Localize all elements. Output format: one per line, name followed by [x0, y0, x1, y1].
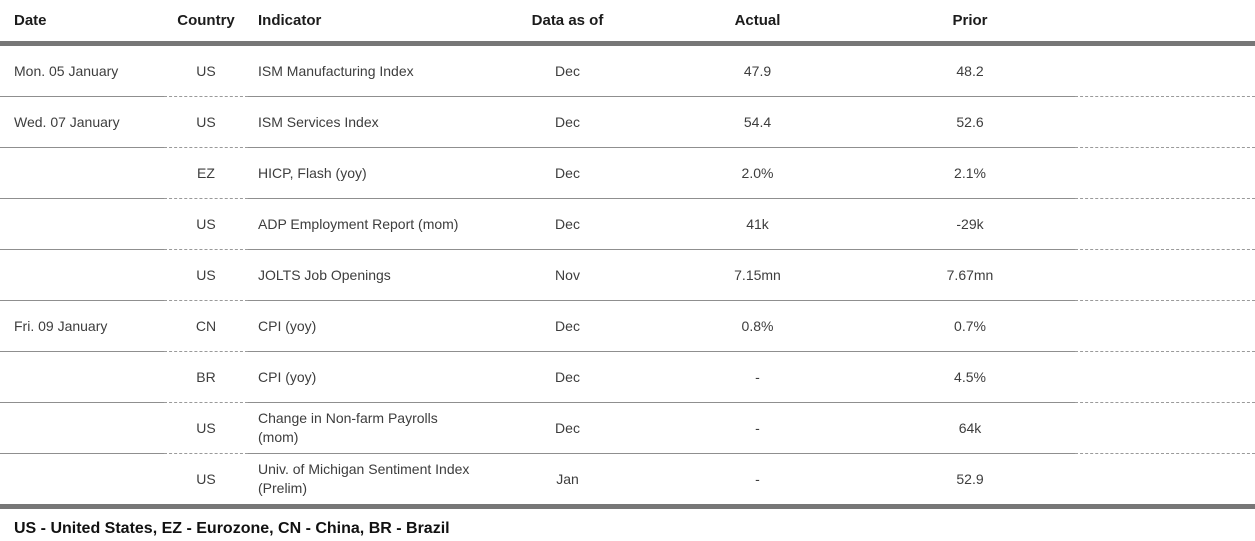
cell-spacer: [1075, 402, 1255, 454]
cell-date: [0, 454, 164, 505]
table-row: US JOLTS Job Openings Nov 7.15mn 7.67mn: [0, 249, 1255, 301]
cell-spacer: [1075, 96, 1255, 148]
cell-indicator: ADP Employment Report (mom): [248, 198, 485, 250]
cell-indicator: Change in Non-farm Payrolls (mom): [248, 402, 485, 454]
indicator-text: ADP Employment Report (mom): [258, 215, 459, 232]
economic-calendar-table: Date Country Indicator Data as of Actual…: [0, 0, 1255, 505]
table-row: EZ HICP, Flash (yoy) Dec 2.0% 2.1%: [0, 147, 1255, 199]
cell-indicator: ISM Services Index: [248, 96, 485, 148]
cell-spacer: [1075, 147, 1255, 199]
column-header-country: Country: [164, 0, 248, 46]
cell-actual: -: [755, 470, 760, 487]
cell-data-as-of: Dec: [485, 300, 650, 352]
table-row: US ADP Employment Report (mom) Dec 41k -…: [0, 198, 1255, 250]
table-header: Date Country Indicator Data as of Actual…: [0, 0, 1255, 46]
cell-actual: 2.0%: [650, 147, 865, 199]
cell-date: [0, 351, 164, 403]
cell-spacer: [1075, 43, 1255, 97]
indicator-text: JOLTS Job Openings: [258, 266, 391, 283]
cell-actual: -: [650, 402, 865, 454]
cell-prior: 64k: [865, 402, 1075, 454]
cell-spacer: [1075, 351, 1255, 403]
column-header-prior: Prior: [865, 0, 1075, 46]
cell-country: US: [164, 96, 248, 148]
cell-data-as-of: Dec: [485, 43, 650, 97]
cell-date: [0, 198, 164, 250]
indicator-text: CPI (yoy): [258, 317, 317, 334]
cell-prior: 2.1%: [865, 147, 1075, 199]
cell-actual: 0.8%: [650, 300, 865, 352]
cell-spacer: [1075, 454, 1255, 505]
cell-date: [0, 249, 164, 301]
column-header-spacer: [1075, 0, 1255, 46]
country-legend-footnote: US - United States, EZ - Eurozone, CN - …: [14, 520, 450, 537]
cell-date: Wed. 07 January: [0, 96, 164, 148]
cell-country: US: [164, 43, 248, 97]
indicator-text: Change in Non-farm Payrolls (mom): [258, 410, 438, 445]
cell-prior: 4.5%: [865, 351, 1075, 403]
cell-actual: 41k: [650, 198, 865, 250]
cell-indicator: JOLTS Job Openings: [248, 249, 485, 301]
cell-actual: 47.9: [650, 43, 865, 97]
cell-spacer: [1075, 198, 1255, 250]
cell-indicator: ISM Manufacturing Index: [248, 43, 485, 97]
table-row: US Univ. of Michigan Sentiment Index (Pr…: [0, 454, 1255, 505]
indicator-text: HICP, Flash (yoy): [258, 164, 367, 181]
column-header-actual: Actual: [650, 0, 865, 46]
cell-actual: 54.4: [650, 96, 865, 148]
cell-prior: 48.2: [865, 43, 1075, 97]
cell-date: Mon. 05 January: [0, 43, 164, 97]
cell-country: EZ: [164, 147, 248, 199]
cell-country: CN: [164, 300, 248, 352]
cell-indicator: CPI (yoy): [248, 300, 485, 352]
cell-data-as-of: Dec: [485, 96, 650, 148]
cell-indicator: Univ. of Michigan Sentiment Index (Preli…: [248, 454, 485, 505]
cell-actual: -: [650, 351, 865, 403]
cell-country: US: [164, 249, 248, 301]
column-header-date: Date: [0, 0, 164, 46]
column-header-data-as-of: Data as of: [485, 0, 650, 46]
bottom-rule: [0, 504, 1255, 509]
indicator-text: Univ. of Michigan Sentiment Index (Preli…: [258, 461, 470, 496]
cell-data-as-of: Jan: [556, 470, 579, 487]
table-row: Wed. 07 January US ISM Services Index De…: [0, 96, 1255, 148]
cell-prior: 52.9: [956, 470, 984, 487]
cell-prior: 52.6: [865, 96, 1075, 148]
cell-data-as-of: Dec: [485, 351, 650, 403]
cell-data-as-of: Dec: [485, 198, 650, 250]
cell-indicator: CPI (yoy): [248, 351, 485, 403]
header-row: Date Country Indicator Data as of Actual…: [0, 0, 1255, 46]
cell-date: [0, 147, 164, 199]
cell-date: [0, 402, 164, 454]
table-body: Mon. 05 January US ISM Manufacturing Ind…: [0, 43, 1255, 505]
cell-country: US: [164, 198, 248, 250]
cell-actual: 7.15mn: [650, 249, 865, 301]
cell-spacer: [1075, 300, 1255, 352]
cell-country: BR: [164, 351, 248, 403]
cell-data-as-of: Dec: [485, 147, 650, 199]
table-row: Fri. 09 January CN CPI (yoy) Dec 0.8% 0.…: [0, 300, 1255, 352]
cell-indicator: HICP, Flash (yoy): [248, 147, 485, 199]
indicator-text: CPI (yoy): [258, 368, 317, 385]
cell-data-as-of: Dec: [485, 402, 650, 454]
column-header-indicator: Indicator: [248, 0, 485, 46]
cell-prior: -29k: [865, 198, 1075, 250]
cell-data-as-of: Nov: [485, 249, 650, 301]
table-row: US Change in Non-farm Payrolls (mom) Dec…: [0, 402, 1255, 454]
cell-prior: 0.7%: [865, 300, 1075, 352]
cell-country: US: [164, 402, 248, 454]
table-row: BR CPI (yoy) Dec - 4.5%: [0, 351, 1255, 403]
indicator-text: ISM Manufacturing Index: [258, 62, 414, 79]
cell-date: Fri. 09 January: [0, 300, 164, 352]
cell-spacer: [1075, 249, 1255, 301]
indicator-text: ISM Services Index: [258, 113, 379, 130]
cell-prior: 7.67mn: [865, 249, 1075, 301]
table-row: Mon. 05 January US ISM Manufacturing Ind…: [0, 43, 1255, 97]
cell-country: US: [196, 470, 216, 487]
